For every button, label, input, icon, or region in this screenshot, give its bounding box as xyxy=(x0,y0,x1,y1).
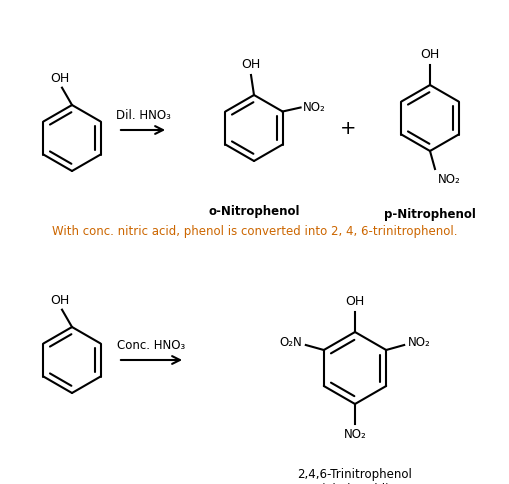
Text: NO₂: NO₂ xyxy=(343,428,365,441)
Text: OH: OH xyxy=(345,295,364,308)
Text: NO₂: NO₂ xyxy=(302,101,325,114)
Text: o-Nitrophenol: o-Nitrophenol xyxy=(208,205,299,218)
Text: +: + xyxy=(339,119,356,137)
Text: O₂N: O₂N xyxy=(278,336,301,349)
Text: p-Nitrophenol: p-Nitrophenol xyxy=(383,208,475,221)
Text: OH: OH xyxy=(50,294,70,307)
Text: Dil. HNO₃: Dil. HNO₃ xyxy=(116,109,170,122)
Text: 2,4,6-Trinitrophenol
(Picric acid): 2,4,6-Trinitrophenol (Picric acid) xyxy=(297,468,412,484)
Text: Conc. HNO₃: Conc. HNO₃ xyxy=(117,339,185,352)
Text: OH: OH xyxy=(50,72,70,85)
Text: OH: OH xyxy=(241,58,260,71)
Text: NO₂: NO₂ xyxy=(437,173,460,186)
Text: With conc. nitric acid, phenol is converted into 2, 4, 6-trinitrophenol.: With conc. nitric acid, phenol is conver… xyxy=(52,226,457,239)
Text: OH: OH xyxy=(419,48,439,61)
Text: NO₂: NO₂ xyxy=(407,336,430,349)
